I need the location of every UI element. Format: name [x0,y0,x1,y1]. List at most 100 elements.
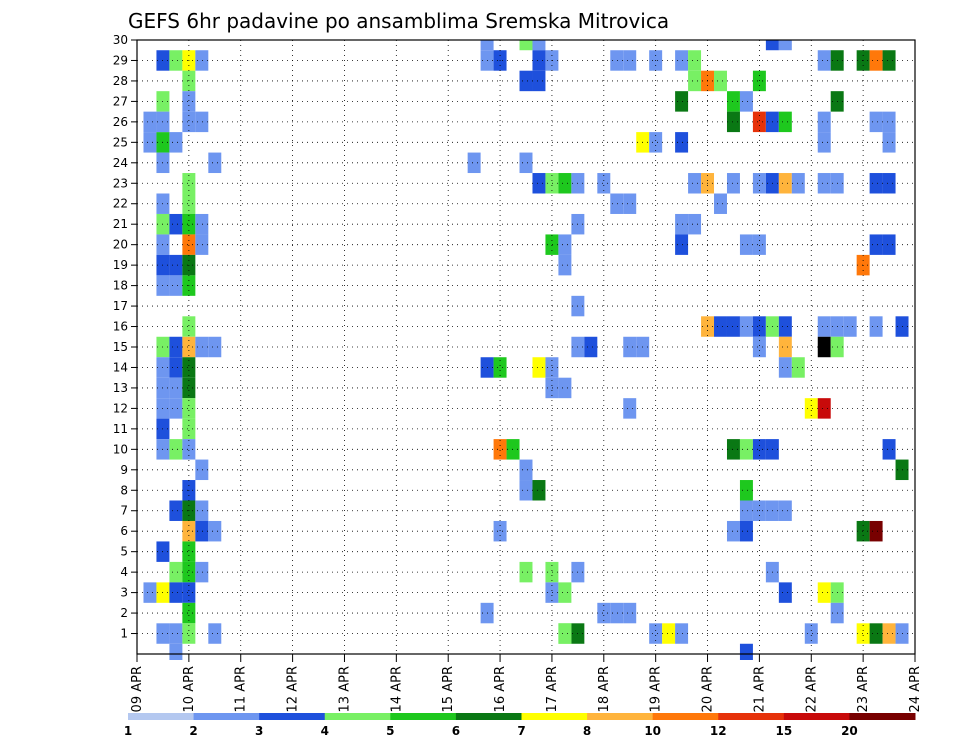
y-tick-label: 29 [113,53,128,67]
heatmap-cell [752,336,766,358]
heatmap-cell [778,40,792,51]
heatmap-cell [688,70,702,92]
y-tick-label: 10 [113,442,128,456]
heatmap-cell [182,541,196,562]
heatmap-cell [714,70,727,92]
heatmap-cell [882,111,896,133]
heatmap-cell [467,152,481,174]
heatmap-cell [726,520,740,542]
y-tick-label: 16 [113,320,128,334]
y-tick-label: 20 [113,238,128,252]
heatmap-cell [804,398,818,419]
heatmap-cell [519,480,533,501]
y-tick-label: 28 [113,74,128,88]
heatmap-cell [623,193,637,214]
heatmap-cell [169,439,183,460]
heatmap-cell [726,91,740,112]
heatmap-cell [869,50,883,71]
heatmap-cell [182,623,196,644]
x-tick-label: 13 APR [337,666,352,712]
heatmap-cell [558,582,572,603]
heatmap-cell [882,50,896,71]
heatmap-cell [817,132,831,153]
heatmap-cell [882,234,896,255]
heatmap-cell [778,336,792,358]
colorbar-swatch [324,713,391,720]
x-tick-label: 17 APR [545,666,560,712]
heatmap-cell [597,173,611,194]
heatmap-cell [169,275,183,296]
colorbar-label: 20 [841,724,858,738]
heatmap-cell [169,398,183,419]
heatmap-cell [182,357,196,378]
heatmap-cell [169,50,183,71]
heatmap-cell [778,500,792,521]
y-tick-label: 18 [113,279,128,293]
heatmap-cell [817,336,831,358]
y-tick-label: 5 [120,545,128,559]
heatmap-cell [182,234,196,255]
heatmap-cell [182,316,196,337]
colorbar-label: 6 [452,724,460,738]
y-tick-label: 8 [120,483,128,497]
y-tick-label: 14 [113,360,128,374]
y-tick-label: 12 [113,401,128,415]
heatmap-cell [856,623,870,644]
colorbar-swatch [455,713,522,720]
colorbar-label: 12 [710,724,727,738]
heatmap-cell [649,623,663,644]
heatmap-cell [182,398,196,419]
y-tick-label: 22 [113,197,128,211]
heatmap-cell [169,377,183,399]
heatmap-cell [169,582,183,603]
heatmap-cell [662,623,676,644]
heatmap-cell [752,234,766,255]
heatmap-cell [778,582,792,603]
heatmap-cell [675,132,689,153]
heatmap-cell [182,520,196,542]
heatmap-cell [169,500,183,521]
y-tick-label: 6 [120,524,128,538]
x-tick-label: 11 APR [234,666,249,712]
heatmap-cell [882,132,896,153]
heatmap-cell [610,193,624,214]
heatmap-cell [778,357,792,378]
colorbar-label: 15 [775,724,792,738]
heatmap-cell [584,336,598,358]
y-tick-label: 26 [113,115,128,129]
heatmap-cell [532,70,546,92]
heatmap-cell [688,50,702,71]
heatmap-cell [739,234,753,255]
heatmap-cell [623,50,637,71]
heatmap-cell [208,520,222,542]
heatmap-cell [493,439,507,460]
heatmap-cell [169,254,183,276]
heatmap-cell [558,173,572,194]
heatmap-cell [675,234,689,255]
heatmap-cell [182,602,196,624]
colorbar-swatch [390,713,457,720]
y-tick-label: 1 [120,627,128,641]
heatmap-cell [869,234,883,255]
heatmap-cell [169,336,183,358]
heatmap-cell [739,520,753,542]
y-tick-label: 19 [113,258,128,272]
colorbar-swatch [259,713,326,720]
heatmap-cell [714,193,727,214]
heatmap-cell [169,213,183,235]
heatmap-cell [739,91,753,112]
heatmap-cell [675,213,689,235]
heatmap-cell [869,623,883,644]
heatmap-cell [817,316,831,337]
heatmap-cell [688,173,702,194]
colorbar-label: 5 [386,724,394,738]
heatmap-cell [882,623,896,644]
heatmap-cell [143,132,157,153]
heatmap-cell [726,173,740,194]
heatmap-cell [532,173,546,194]
y-tick-label: 13 [113,381,128,395]
x-tick-label: 12 APR [286,666,301,712]
heatmap-cell [195,520,209,542]
heatmap-cell [739,480,753,501]
heatmap-cell [817,111,831,133]
